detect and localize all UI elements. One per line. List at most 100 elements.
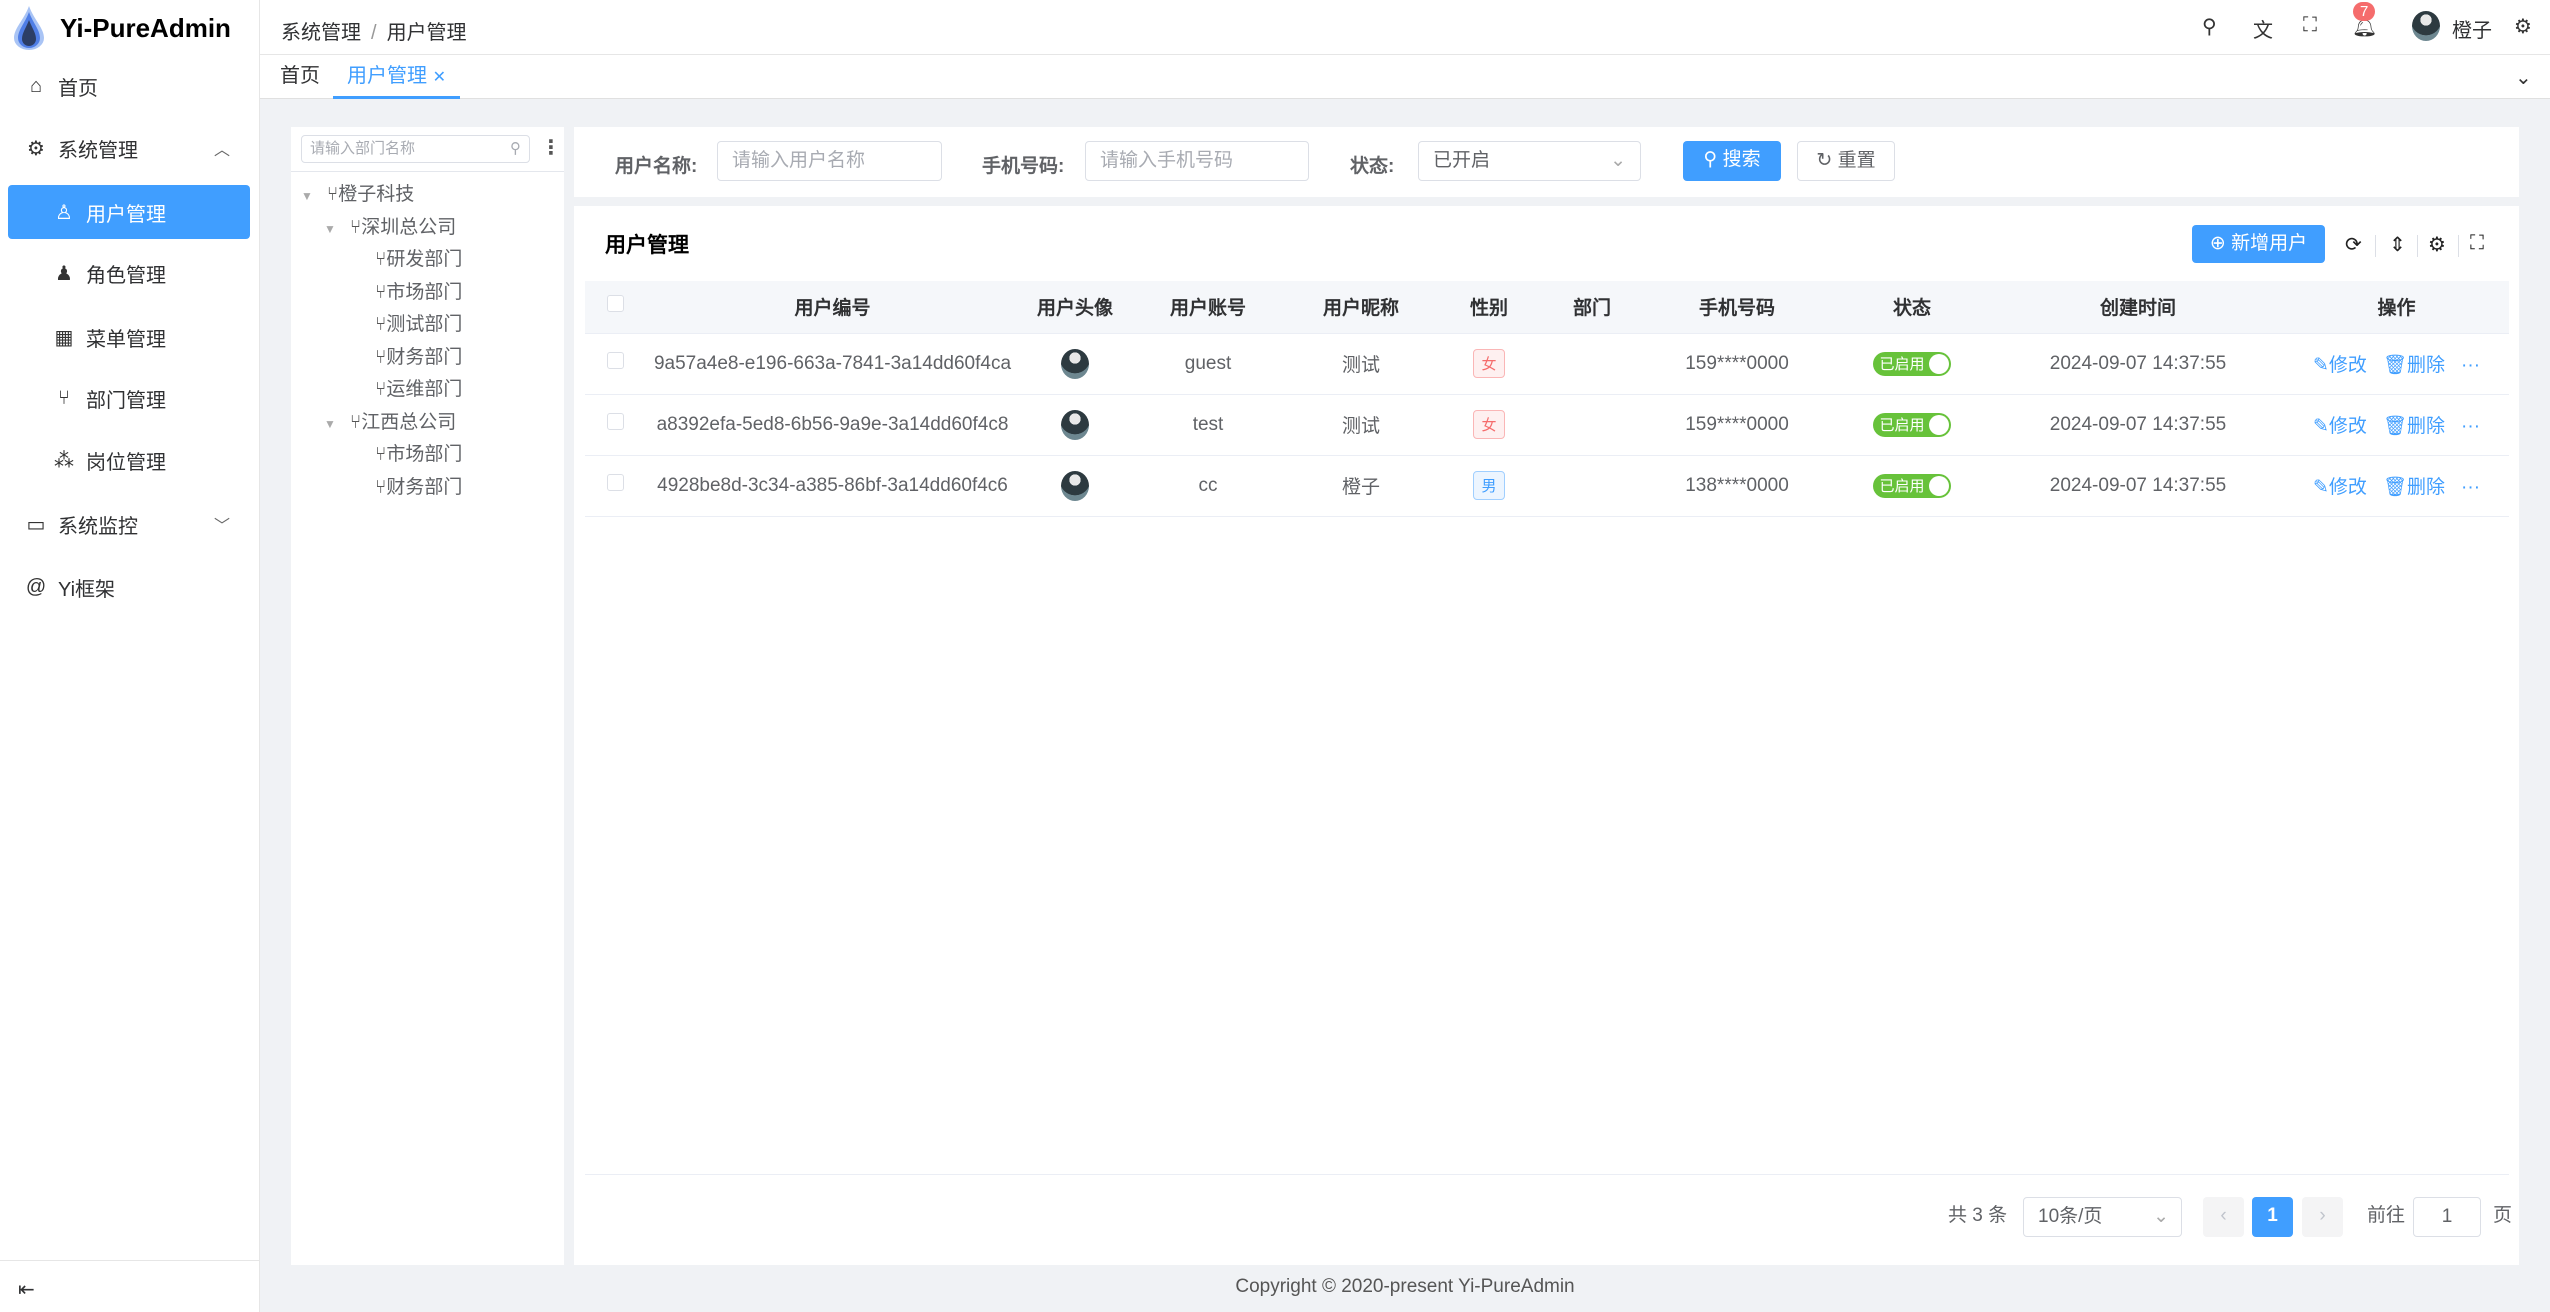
col-header: 创建时间: [1992, 281, 2284, 334]
gender-cell: 女: [1436, 394, 1542, 456]
username-label: 用户名称:: [615, 156, 698, 177]
add-user-button[interactable]: ⊕ 新增用户: [2192, 225, 2325, 263]
sidebar-item-home[interactable]: ⌂ 首页: [8, 59, 250, 113]
tree-node[interactable]: ▼ ⑂橙子科技: [301, 179, 414, 206]
menu-fold-icon[interactable]: ⇤: [0, 1260, 260, 1312]
more-vertical-icon[interactable]: ⋮: [541, 137, 561, 159]
trash-icon: 🗑︎: [2382, 355, 2408, 376]
more-icon[interactable]: ···: [2461, 416, 2481, 437]
row-checkbox[interactable]: [585, 455, 645, 517]
status-value: 已开启: [1433, 150, 1491, 171]
tree-node-label: 研发部门: [386, 249, 463, 270]
tree-node[interactable]: ▼ ⑂江西总公司: [324, 407, 456, 434]
edit-label: 修改: [2328, 355, 2367, 376]
fullscreen-icon[interactable]: ⛶: [2470, 232, 2484, 254]
density-icon[interactable]: ⇕: [2389, 234, 2406, 256]
user-dept: [1542, 333, 1642, 395]
caret-down-icon[interactable]: ▼: [301, 189, 313, 203]
pagination-total: 共 3 条: [1948, 1205, 2008, 1226]
user-phone: 159****0000: [1642, 333, 1832, 395]
select-all-checkbox[interactable]: [585, 281, 645, 334]
reset-button[interactable]: ↻ 重置: [1797, 141, 1895, 181]
notification-badge: 7: [2353, 2, 2376, 21]
tree-node[interactable]: ▼ ⑂深圳总公司: [324, 212, 456, 239]
more-icon[interactable]: ···: [2461, 477, 2481, 498]
page-size-select[interactable]: 10条/页 ⌄: [2023, 1197, 2182, 1237]
sidebar-item-posts[interactable]: ⁂ 岗位管理: [8, 433, 250, 487]
table-row[interactable]: 9a57a4e8-e196-663a-7841-3a14dd60f4ca gues…: [585, 333, 2509, 395]
caret-down-icon[interactable]: ▼: [324, 416, 336, 431]
status-switch[interactable]: 已启用: [1873, 412, 1951, 437]
tree-node[interactable]: ⑂研发部门: [375, 244, 462, 271]
edit-button[interactable]: ✎修改: [2313, 477, 2367, 498]
grid-icon: ▦: [54, 326, 74, 349]
status-cell: 已启用: [1832, 333, 1992, 395]
tree-node[interactable]: ⑂市场部门: [375, 439, 462, 466]
search-button[interactable]: ⚲ 搜索: [1683, 141, 1781, 181]
goto-page-input[interactable]: 1: [2413, 1197, 2481, 1237]
delete-button[interactable]: 🗑︎删除: [2383, 355, 2445, 376]
bell-icon[interactable]: 🔔︎: [2352, 16, 2378, 38]
breadcrumb-item: 用户管理: [386, 22, 467, 44]
more-icon[interactable]: ···: [2461, 355, 2481, 376]
avatar[interactable]: [2412, 11, 2440, 41]
tree-node-label: 财务部门: [386, 476, 463, 498]
tree-node[interactable]: ⑂市场部门: [375, 277, 462, 304]
edit-button[interactable]: ✎修改: [2313, 355, 2367, 376]
user-id: 4928be8d-3c34-a385-86bf-3a14dd60f4c6: [645, 455, 1020, 517]
tree-node[interactable]: ⑂测试部门: [375, 309, 462, 336]
sidebar-item-label: 首页: [58, 77, 98, 100]
chevron-down-icon[interactable]: ⌄: [2515, 67, 2532, 89]
column-settings-icon[interactable]: ⚙: [2428, 234, 2446, 256]
tab-home[interactable]: 首页: [280, 65, 320, 87]
edit-button[interactable]: ✎修改: [2313, 416, 2367, 437]
table-row[interactable]: a8392efa-5ed8-6b56-9a9e-3a14dd60f4c8 test…: [585, 394, 2509, 456]
table-row[interactable]: 4928be8d-3c34-a385-86bf-3a14dd60f4c6 cc 橙子…: [585, 455, 2509, 517]
sidebar-item-depts[interactable]: ⑂ 部门管理: [8, 371, 250, 425]
status-switch[interactable]: 已启用: [1873, 351, 1951, 376]
created-time: 2024-09-07 14:37:55: [1992, 455, 2284, 517]
translate-icon[interactable]: 文: [2253, 20, 2273, 42]
sidebar-item-roles[interactable]: ♟ 角色管理: [8, 246, 250, 300]
sidebar-item-menus[interactable]: ▦ 菜单管理: [8, 310, 250, 364]
delete-button[interactable]: 🗑︎删除: [2383, 416, 2445, 437]
tree-node-label: 江西总公司: [361, 411, 457, 433]
dept-search-input[interactable]: 请输入部门名称 ⚲: [301, 135, 530, 163]
search-icon[interactable]: ⚲: [2202, 16, 2217, 38]
sidebar-item-label: 菜单管理: [86, 328, 166, 351]
tab-users[interactable]: 用户管理 ✕: [333, 55, 460, 99]
tree-node[interactable]: ⑂财务部门: [375, 342, 462, 369]
user-lock-icon: ♙: [55, 201, 73, 224]
sidebar-item-monitor[interactable]: ▭ 系统监控 ﹀: [8, 497, 250, 551]
sidebar-item-yi[interactable]: @ Yi框架: [8, 560, 250, 614]
username-input[interactable]: 请输入用户名称: [717, 141, 942, 181]
close-icon[interactable]: ✕: [432, 69, 446, 86]
delete-label: 删除: [2407, 477, 2446, 498]
fullscreen-icon[interactable]: ⛶: [2303, 14, 2317, 36]
sidebar-item-users[interactable]: ♙ 用户管理: [8, 185, 250, 239]
tree-node[interactable]: ⑂运维部门: [375, 374, 462, 401]
username[interactable]: 橙子: [2452, 20, 2492, 42]
status-switch[interactable]: 已启用: [1873, 473, 1951, 498]
row-checkbox[interactable]: [585, 333, 645, 395]
logo[interactable]: Yi-PureAdmin: [14, 6, 231, 50]
edit-icon: ✎: [2312, 355, 2329, 376]
page-1-button[interactable]: 1: [2252, 1197, 2293, 1237]
chevron-down-icon: ﹀: [213, 518, 230, 535]
user-phone: 138****0000: [1642, 455, 1832, 517]
user-avatar: [1020, 394, 1130, 456]
status-select[interactable]: 已开启 ⌄: [1418, 141, 1641, 181]
refresh-icon[interactable]: ⟳: [2345, 234, 2362, 256]
breadcrumb-item[interactable]: 系统管理: [281, 22, 361, 44]
phone-input[interactable]: 请输入手机号码: [1085, 141, 1309, 181]
tree-node-label: 测试部门: [386, 314, 463, 335]
delete-button[interactable]: 🗑︎删除: [2383, 477, 2445, 498]
tree-node[interactable]: ⑂财务部门: [375, 472, 462, 499]
settings-icon[interactable]: ⚙: [2514, 16, 2532, 38]
row-checkbox[interactable]: [585, 394, 645, 456]
next-page-button[interactable]: ›: [2302, 1197, 2343, 1237]
caret-down-icon[interactable]: ▼: [324, 221, 336, 236]
prev-page-button[interactable]: ‹: [2203, 1197, 2244, 1237]
tree-node-label: 财务部门: [386, 346, 463, 368]
sidebar-item-system[interactable]: ⚙ 系统管理 ︿: [8, 121, 250, 175]
